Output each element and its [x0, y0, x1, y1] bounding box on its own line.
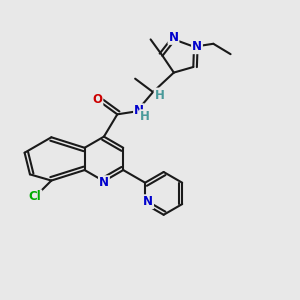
Text: N: N: [192, 40, 202, 53]
Text: N: N: [143, 195, 153, 208]
Text: N: N: [169, 31, 178, 44]
Text: O: O: [92, 93, 102, 106]
Text: N: N: [99, 176, 109, 189]
Text: Cl: Cl: [28, 190, 41, 203]
Text: H: H: [140, 110, 150, 123]
Text: H: H: [154, 88, 164, 101]
Text: N: N: [134, 104, 144, 117]
